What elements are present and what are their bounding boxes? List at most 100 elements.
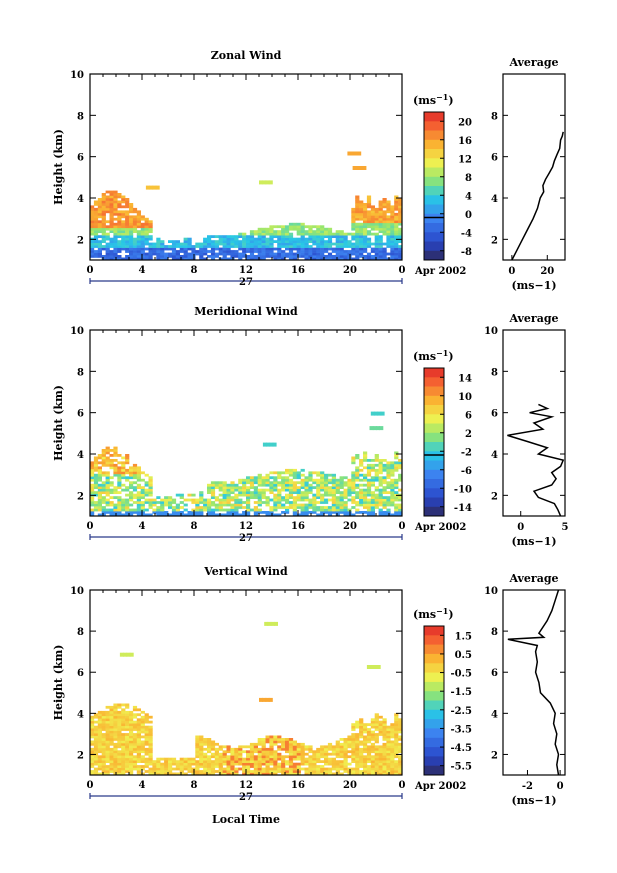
colorbar-tick-label: -6 — [461, 466, 472, 477]
date-label: Apr 2002 — [414, 522, 466, 533]
x-tick-label: 0 — [399, 265, 406, 276]
colorbar: 20 16 12 8 4 0 -4 -8 (ms−1) — [413, 92, 472, 261]
colorbar-tick-label: -2 — [461, 447, 472, 458]
colorbar-frame — [423, 625, 445, 776]
colorbar-swatch — [424, 635, 444, 645]
profile-y-tick-label: 6 — [491, 668, 498, 679]
x-tick-label: 0 — [399, 521, 406, 532]
colorbar-swatch — [424, 719, 444, 729]
x-tick-label: 0 — [87, 265, 94, 276]
colorbar-swatch — [424, 414, 444, 424]
colorbar-tick-label: -5.5 — [450, 762, 472, 773]
profile-x-tick-label: 20 — [540, 266, 554, 277]
colorbar-swatch — [424, 747, 444, 757]
colorbar-tick-label: -4 — [461, 228, 472, 239]
colorbar-tick-label: 6 — [465, 410, 472, 421]
profile-y-tick-label: 10 — [484, 326, 498, 337]
colorbar-frame — [423, 367, 445, 517]
colorbar-frame — [423, 111, 445, 261]
colorbar-swatch — [424, 186, 444, 196]
colorbar-swatch — [424, 737, 444, 748]
y-tick-label: 4 — [77, 194, 84, 205]
profile-x-unit: (ms−1) — [511, 535, 556, 548]
profile-y-tick-label: 4 — [491, 194, 498, 205]
colorbar: 14 10 6 2 -2 -6 -10 -14 (ms−1) — [413, 348, 472, 517]
colorbar-tick-label: 12 — [458, 154, 472, 165]
colorbar-swatch — [424, 130, 444, 141]
panel-title: Meridional Wind — [194, 305, 298, 318]
profile-y-tick-label: 4 — [491, 709, 498, 720]
profile-x-tick-label: 5 — [562, 522, 569, 533]
average-profile: Average 2 4 6 8 10 0 5 (ms−1) — [484, 312, 568, 548]
colorbar-swatch — [424, 653, 444, 664]
colorbar-swatch — [424, 405, 444, 415]
colorbar-swatch — [424, 432, 444, 443]
x-tick-label: 20 — [343, 780, 357, 791]
profile-x-tick-label: -2 — [522, 781, 533, 792]
colorbar-swatch — [424, 377, 444, 387]
colorbar-tick-label: 2 — [465, 429, 472, 440]
colorbar-tick-label: 1.5 — [455, 631, 472, 642]
colorbar-unit-label: (ms−1) — [413, 348, 454, 363]
colorbar-tick-label: -3.5 — [450, 724, 472, 735]
date-label: Apr 2002 — [414, 781, 466, 792]
colorbar-swatch — [424, 451, 444, 461]
day-label: 27 — [239, 277, 253, 288]
colorbar-swatch — [424, 223, 444, 233]
colorbar-swatch — [424, 232, 444, 242]
colorbar-swatch — [424, 681, 444, 692]
colorbar-swatch — [424, 386, 444, 397]
y-tick-label: 8 — [77, 627, 84, 638]
profile-y-tick-label: 6 — [491, 153, 498, 164]
x-tick-label: 20 — [343, 521, 357, 532]
profile-line — [507, 589, 560, 776]
profile-y-tick-label: 2 — [491, 750, 498, 761]
panel-title: Vertical Wind — [203, 565, 288, 578]
colorbar-tick-label: -2.5 — [450, 706, 472, 717]
colorbar-tick-label: 0.5 — [455, 650, 472, 661]
colorbar-swatch — [424, 442, 444, 452]
y-tick-label: 2 — [77, 491, 84, 502]
profile-y-tick-label: 2 — [491, 235, 498, 246]
colorbar-tick-label: 14 — [458, 373, 472, 384]
colorbar-swatch — [424, 756, 444, 767]
y-tick-label: 6 — [77, 153, 84, 164]
colorbar-swatch — [424, 460, 444, 471]
profile-title: Average — [508, 572, 558, 585]
colorbar-swatch — [424, 672, 444, 683]
profile-y-tick-label: 4 — [491, 450, 498, 461]
colorbar-swatch — [424, 709, 444, 720]
colorbar-tick-label: -14 — [454, 503, 472, 514]
y-tick-label: 2 — [77, 235, 84, 246]
day-label: 27 — [239, 533, 253, 544]
colorbar-tick-label: -0.5 — [450, 669, 472, 680]
profile-line — [507, 403, 565, 517]
y-tick-label: 8 — [77, 367, 84, 378]
colorbar-tick-label: 0 — [465, 210, 472, 221]
colorbar-tick-label: 20 — [458, 117, 472, 128]
colorbar-swatch — [424, 691, 444, 701]
profile-x-tick-label: 0 — [508, 266, 515, 277]
x-tick-label: 0 — [399, 780, 406, 791]
y-tick-label: 10 — [70, 326, 84, 337]
y-tick-label: 10 — [70, 586, 84, 597]
x-tick-label: 12 — [239, 265, 253, 276]
profile-y-tick-label: 6 — [491, 409, 498, 420]
colorbar-swatch — [424, 213, 444, 224]
profile-x-unit: (ms−1) — [511, 794, 556, 807]
x-tick-label: 4 — [139, 780, 146, 791]
unit-exponent: −1 — [436, 606, 448, 616]
x-tick-label: 4 — [139, 521, 146, 532]
x-tick-label: 8 — [191, 521, 198, 532]
day-label: 27 — [239, 792, 253, 803]
colorbar-tick-label: -10 — [454, 484, 472, 495]
colorbar-unit-label: (ms−1) — [413, 606, 454, 621]
profile-line — [511, 131, 564, 261]
colorbar-swatch — [424, 644, 444, 655]
x-tick-label: 16 — [291, 780, 305, 791]
colorbar-swatch — [424, 204, 444, 215]
colorbar-swatch — [424, 663, 444, 673]
colorbar-unit-label: (ms−1) — [413, 92, 454, 107]
profile-y-tick-label: 8 — [491, 111, 498, 122]
